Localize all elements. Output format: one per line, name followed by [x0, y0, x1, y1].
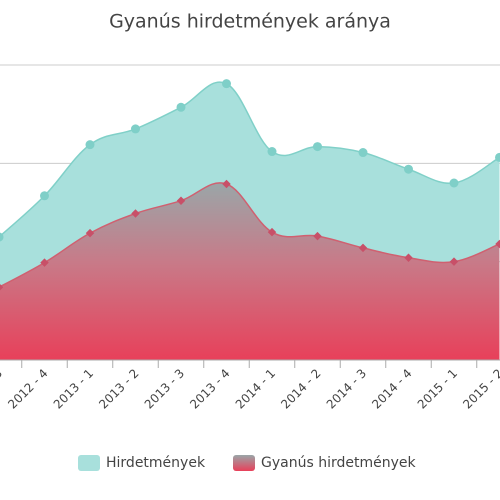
x-tick-label: 2014 - 4	[369, 366, 414, 411]
marker	[131, 124, 140, 134]
marker	[40, 258, 49, 267]
marker	[0, 232, 4, 242]
marker	[449, 178, 459, 188]
legend-label: Gyanús hirdetmények	[261, 455, 416, 471]
marker	[313, 231, 322, 241]
area	[0, 182, 500, 360]
x-tick-label: 2013 - 3	[142, 366, 187, 411]
x-tick-label: 2014 - 2	[278, 366, 323, 411]
marker	[449, 257, 459, 266]
x-tick-label: 2013 - 2	[96, 366, 141, 411]
legend-swatch	[78, 455, 100, 471]
legend-swatch	[233, 455, 255, 471]
marker	[313, 142, 322, 152]
marker	[176, 102, 186, 112]
x-tick-label: 2012 - 3	[0, 366, 5, 411]
marker	[358, 148, 368, 158]
marker	[85, 228, 95, 238]
x-tick-label: 2013 - 4	[187, 366, 232, 411]
marker	[267, 227, 277, 237]
x-tick-label: 2013 - 1	[51, 366, 96, 411]
marker	[222, 79, 231, 89]
marker	[176, 196, 186, 205]
x-tick-label: 2015 - 1	[415, 366, 460, 411]
marker	[404, 253, 413, 262]
legend-label: Hirdetmények	[106, 455, 206, 471]
marker	[40, 191, 49, 201]
marker	[85, 140, 95, 150]
marker	[222, 179, 231, 189]
marker	[495, 152, 500, 162]
marker	[358, 243, 368, 253]
x-tick-label: 2014 - 3	[324, 366, 369, 411]
chart-title: Gyanús hirdetmények aránya	[109, 11, 391, 33]
x-tick-label: 2015 - 2	[460, 366, 500, 411]
marker	[0, 282, 4, 292]
marker	[404, 164, 413, 174]
x-tick-label: 2014 - 1	[233, 366, 278, 411]
x-tick-label: 2012 - 4	[5, 366, 50, 411]
marker	[267, 147, 277, 157]
marker	[131, 209, 140, 218]
